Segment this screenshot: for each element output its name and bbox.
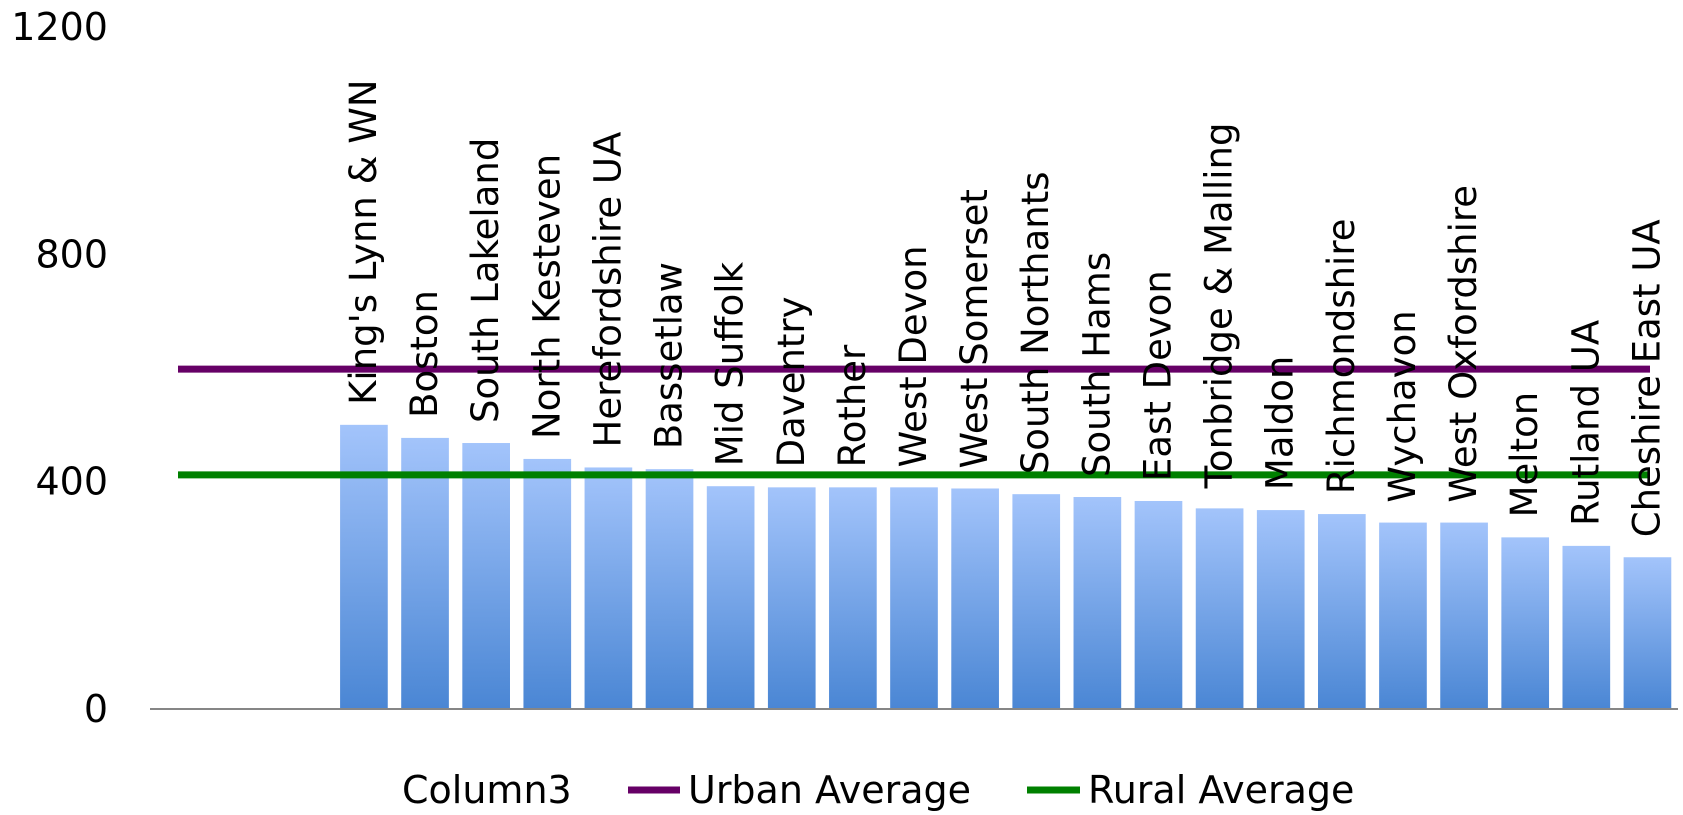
bar [523,458,572,709]
category-label: Wychavon [1381,310,1424,502]
y-tick-label: 800 [35,232,108,276]
category-label: South Northants [1014,171,1057,474]
bar [462,443,510,709]
legend-label: Column3 [402,768,572,812]
category-labels: King's Lynn & WN Boston South Lakeland Nort… [342,79,1669,537]
bar [1195,508,1244,709]
bar [1501,537,1550,709]
bar [767,487,816,709]
bar [1623,557,1672,709]
bar [1012,494,1061,709]
category-label: West Somerset [953,189,996,468]
bar [1134,500,1183,709]
category-label: North Kesteven [525,154,568,439]
average-lines [178,365,1650,479]
legend: Column3 Urban Average Rural Average [402,768,1354,812]
bar [829,487,877,709]
y-axis-tick-labels: 0 400 800 1200 [11,5,108,731]
category-label: Mid Suffolk [709,261,752,466]
bar [645,469,694,709]
bars [340,424,1672,709]
category-label: Herefordshire UA [586,132,629,448]
bar [1379,522,1427,709]
bar [706,486,755,709]
y-tick-label: 0 [84,687,108,731]
bar [1562,545,1611,709]
category-label: Richmondshire [1320,218,1363,494]
y-tick-label: 1200 [11,5,108,49]
bar [584,467,633,709]
category-label: West Oxfordshire [1442,185,1485,503]
category-label: South Lakeland [464,138,507,423]
category-label: Rother [831,344,874,467]
category-label: Bassetlaw [648,262,691,449]
category-label: West Devon [892,245,935,467]
bar [1318,514,1366,709]
category-label: King's Lynn & WN [342,79,385,404]
category-label: Boston [403,290,446,418]
category-label: Daventry [770,296,813,467]
bar [1440,522,1488,709]
bar [340,424,388,709]
bar [401,437,449,709]
category-label: Rutland UA [1564,320,1607,526]
category-label: Melton [1503,392,1546,518]
category-label: Cheshire East UA [1625,219,1668,537]
y-tick-label: 400 [35,460,108,504]
category-label: Tonbridge & Malling [1198,123,1241,490]
bar [1073,497,1122,709]
bar [1256,510,1305,709]
legend-label: Urban Average [688,768,971,812]
legend-label: Rural Average [1088,768,1354,812]
category-label: Maldon [1259,356,1302,490]
bar [890,487,938,709]
category-label: East Devon [1136,270,1179,481]
category-label: South Hams [1075,252,1118,477]
bar [951,488,999,709]
